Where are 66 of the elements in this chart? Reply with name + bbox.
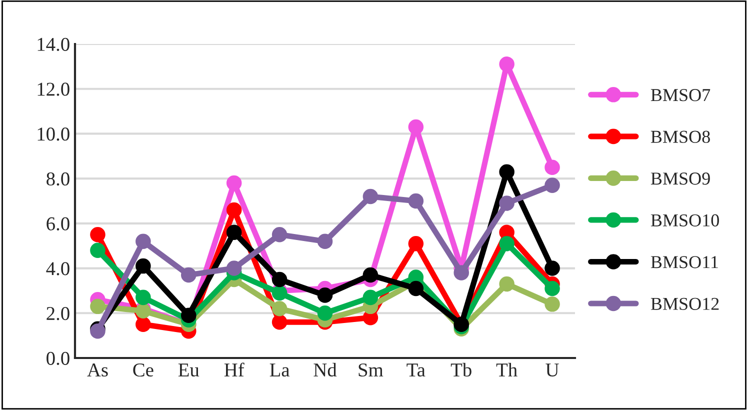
point [226, 260, 242, 276]
x-tick-label: Nd [314, 362, 337, 377]
point [317, 234, 333, 250]
point [408, 280, 424, 296]
point [544, 178, 560, 193]
y-tick-label: 2.0 [46, 306, 70, 320]
y-tick-label: 6.0 [46, 217, 70, 230]
x-tick-label: La [270, 364, 290, 377]
legend-label: BMSO12 [650, 298, 719, 310]
x-tick-label: As [87, 364, 108, 377]
point [136, 290, 151, 306]
point [362, 267, 378, 283]
point [90, 298, 106, 314]
point [499, 56, 514, 72]
point [317, 288, 333, 303]
point [180, 267, 196, 283]
y-tick-label: 4.0 [46, 262, 70, 276]
y-tick-label: 12.0 [38, 82, 70, 96]
legend-label: BMSO11 [650, 256, 718, 268]
point [544, 260, 560, 276]
point [454, 265, 470, 280]
x-tick-label: Ta [406, 364, 426, 377]
point [272, 314, 288, 330]
point [408, 193, 424, 209]
point [499, 196, 514, 211]
point [544, 160, 560, 175]
y-tick-label: 10.0 [38, 128, 70, 141]
point [272, 301, 288, 316]
point [90, 242, 106, 258]
point [136, 303, 151, 319]
x-tick-label: U [546, 364, 559, 377]
point [136, 316, 151, 332]
point [226, 202, 242, 218]
point [226, 175, 242, 191]
legend-label: BMSO7 [650, 89, 710, 102]
x-tick-label: Tb [450, 362, 472, 377]
point [499, 276, 514, 292]
x-tick-label: Th [496, 362, 518, 376]
point [499, 164, 514, 180]
point [136, 258, 151, 274]
point [136, 234, 151, 250]
point [317, 306, 333, 321]
y-tick-label: 14.0 [38, 38, 70, 52]
point [362, 290, 378, 306]
point [544, 280, 560, 296]
point [90, 227, 106, 242]
legend-label: BMSO10 [650, 214, 719, 226]
x-tick-label: Eu [178, 364, 200, 377]
point [272, 285, 288, 301]
point [544, 296, 560, 312]
point [499, 236, 514, 252]
point [408, 236, 424, 252]
point [362, 188, 378, 204]
point [180, 308, 196, 324]
point [408, 119, 424, 135]
point [90, 323, 106, 339]
legend-label: BMSO9 [650, 172, 710, 185]
point [272, 227, 288, 242]
point [272, 272, 288, 288]
legend-label: BMSO8 [650, 130, 710, 143]
x-tick-label: Hf [224, 362, 244, 376]
y-tick-label: 8.0 [46, 172, 70, 186]
x-tick-label: Ce [133, 363, 154, 377]
point [226, 224, 242, 240]
x-tick-label: Sm [358, 363, 384, 377]
y-tick-label: 0.0 [46, 352, 70, 366]
